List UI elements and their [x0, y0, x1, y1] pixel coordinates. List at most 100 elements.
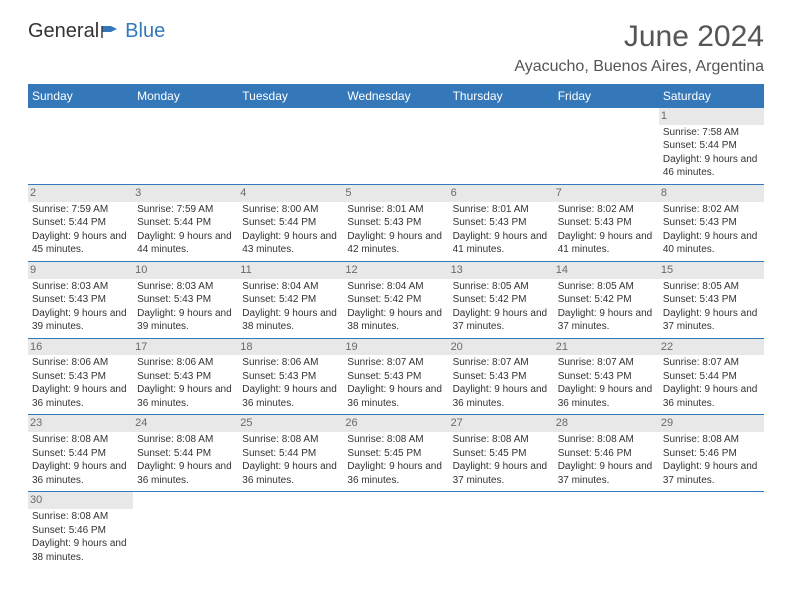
calendar-day-cell: 24Sunrise: 8:08 AMSunset: 5:44 PMDayligh… — [133, 415, 238, 492]
day-details: Sunrise: 8:03 AMSunset: 5:43 PMDaylight:… — [32, 280, 129, 334]
calendar-day-cell — [659, 492, 764, 568]
day-number: 23 — [28, 415, 133, 432]
daylight-text: Daylight: 9 hours and 36 minutes. — [663, 383, 760, 410]
day-number — [449, 492, 554, 494]
day-number — [343, 108, 448, 110]
sunset-text: Sunset: 5:43 PM — [453, 216, 550, 230]
weekday-header: Friday — [554, 84, 659, 108]
flag-icon — [101, 25, 123, 39]
weekday-header: Wednesday — [343, 84, 448, 108]
sunset-text: Sunset: 5:43 PM — [347, 216, 444, 230]
day-number — [28, 108, 133, 110]
day-number: 2 — [28, 185, 133, 202]
day-details: Sunrise: 8:08 AMSunset: 5:45 PMDaylight:… — [347, 433, 444, 487]
logo-text-2: Blue — [125, 20, 165, 43]
sunset-text: Sunset: 5:43 PM — [137, 370, 234, 384]
day-details: Sunrise: 8:05 AMSunset: 5:42 PMDaylight:… — [453, 280, 550, 334]
calendar-day-cell: 13Sunrise: 8:05 AMSunset: 5:42 PMDayligh… — [449, 261, 554, 338]
day-details: Sunrise: 7:58 AMSunset: 5:44 PMDaylight:… — [663, 126, 760, 180]
sunset-text: Sunset: 5:44 PM — [663, 370, 760, 384]
sunrise-text: Sunrise: 8:05 AM — [558, 280, 655, 294]
calendar-day-cell — [449, 492, 554, 568]
calendar-day-cell: 4Sunrise: 8:00 AMSunset: 5:44 PMDaylight… — [238, 184, 343, 261]
daylight-text: Daylight: 9 hours and 36 minutes. — [558, 383, 655, 410]
sunrise-text: Sunrise: 8:06 AM — [32, 356, 129, 370]
day-number: 29 — [659, 415, 764, 432]
day-details: Sunrise: 7:59 AMSunset: 5:44 PMDaylight:… — [137, 203, 234, 257]
day-number: 25 — [238, 415, 343, 432]
logo: General Blue — [28, 20, 165, 43]
day-number: 10 — [133, 262, 238, 279]
sunrise-text: Sunrise: 8:02 AM — [663, 203, 760, 217]
sunset-text: Sunset: 5:44 PM — [137, 447, 234, 461]
calendar-day-cell: 25Sunrise: 8:08 AMSunset: 5:44 PMDayligh… — [238, 415, 343, 492]
day-number: 12 — [343, 262, 448, 279]
sunset-text: Sunset: 5:43 PM — [558, 216, 655, 230]
calendar-day-cell — [238, 492, 343, 568]
sunset-text: Sunset: 5:43 PM — [347, 370, 444, 384]
calendar-day-cell: 22Sunrise: 8:07 AMSunset: 5:44 PMDayligh… — [659, 338, 764, 415]
daylight-text: Daylight: 9 hours and 38 minutes. — [347, 307, 444, 334]
day-details: Sunrise: 8:07 AMSunset: 5:43 PMDaylight:… — [347, 356, 444, 410]
calendar-table: Sunday Monday Tuesday Wednesday Thursday… — [28, 84, 764, 568]
sunset-text: Sunset: 5:43 PM — [663, 293, 760, 307]
header: General Blue June 2024 Ayacucho, Buenos … — [28, 20, 764, 78]
sunset-text: Sunset: 5:43 PM — [558, 370, 655, 384]
daylight-text: Daylight: 9 hours and 37 minutes. — [453, 307, 550, 334]
sunset-text: Sunset: 5:45 PM — [347, 447, 444, 461]
day-details: Sunrise: 8:08 AMSunset: 5:44 PMDaylight:… — [242, 433, 339, 487]
daylight-text: Daylight: 9 hours and 42 minutes. — [347, 230, 444, 257]
day-number: 16 — [28, 339, 133, 356]
daylight-text: Daylight: 9 hours and 36 minutes. — [242, 460, 339, 487]
calendar-day-cell: 9Sunrise: 8:03 AMSunset: 5:43 PMDaylight… — [28, 261, 133, 338]
day-number: 15 — [659, 262, 764, 279]
weekday-header: Sunday — [28, 84, 133, 108]
day-details: Sunrise: 8:06 AMSunset: 5:43 PMDaylight:… — [242, 356, 339, 410]
logo-text-1: General — [28, 20, 99, 43]
day-details: Sunrise: 8:07 AMSunset: 5:44 PMDaylight:… — [663, 356, 760, 410]
calendar-day-cell — [449, 108, 554, 184]
day-details: Sunrise: 8:01 AMSunset: 5:43 PMDaylight:… — [453, 203, 550, 257]
day-details: Sunrise: 8:01 AMSunset: 5:43 PMDaylight:… — [347, 203, 444, 257]
sunrise-text: Sunrise: 8:08 AM — [137, 433, 234, 447]
day-details: Sunrise: 8:00 AMSunset: 5:44 PMDaylight:… — [242, 203, 339, 257]
day-number: 9 — [28, 262, 133, 279]
daylight-text: Daylight: 9 hours and 36 minutes. — [347, 383, 444, 410]
daylight-text: Daylight: 9 hours and 36 minutes. — [137, 383, 234, 410]
day-number: 18 — [238, 339, 343, 356]
day-details: Sunrise: 8:08 AMSunset: 5:46 PMDaylight:… — [558, 433, 655, 487]
sunrise-text: Sunrise: 8:04 AM — [242, 280, 339, 294]
sunset-text: Sunset: 5:44 PM — [32, 216, 129, 230]
day-number: 21 — [554, 339, 659, 356]
sunrise-text: Sunrise: 8:06 AM — [242, 356, 339, 370]
day-number: 22 — [659, 339, 764, 356]
sunrise-text: Sunrise: 8:06 AM — [137, 356, 234, 370]
calendar-day-cell: 11Sunrise: 8:04 AMSunset: 5:42 PMDayligh… — [238, 261, 343, 338]
calendar-day-cell — [343, 492, 448, 568]
day-number: 4 — [238, 185, 343, 202]
sunrise-text: Sunrise: 8:04 AM — [347, 280, 444, 294]
daylight-text: Daylight: 9 hours and 43 minutes. — [242, 230, 339, 257]
calendar-week-row: 9Sunrise: 8:03 AMSunset: 5:43 PMDaylight… — [28, 261, 764, 338]
calendar-day-cell: 18Sunrise: 8:06 AMSunset: 5:43 PMDayligh… — [238, 338, 343, 415]
daylight-text: Daylight: 9 hours and 36 minutes. — [137, 460, 234, 487]
day-number: 24 — [133, 415, 238, 432]
day-details: Sunrise: 8:06 AMSunset: 5:43 PMDaylight:… — [137, 356, 234, 410]
sunset-text: Sunset: 5:42 PM — [242, 293, 339, 307]
day-number: 7 — [554, 185, 659, 202]
sunrise-text: Sunrise: 8:08 AM — [347, 433, 444, 447]
day-details: Sunrise: 8:08 AMSunset: 5:46 PMDaylight:… — [663, 433, 760, 487]
weekday-header: Monday — [133, 84, 238, 108]
day-details: Sunrise: 8:08 AMSunset: 5:44 PMDaylight:… — [32, 433, 129, 487]
calendar-day-cell — [238, 108, 343, 184]
day-details: Sunrise: 8:07 AMSunset: 5:43 PMDaylight:… — [453, 356, 550, 410]
day-number — [659, 492, 764, 494]
day-number: 8 — [659, 185, 764, 202]
day-number: 28 — [554, 415, 659, 432]
sunrise-text: Sunrise: 7:58 AM — [663, 126, 760, 140]
day-number: 11 — [238, 262, 343, 279]
sunset-text: Sunset: 5:42 PM — [558, 293, 655, 307]
daylight-text: Daylight: 9 hours and 37 minutes. — [453, 460, 550, 487]
daylight-text: Daylight: 9 hours and 36 minutes. — [347, 460, 444, 487]
calendar-week-row: 1Sunrise: 7:58 AMSunset: 5:44 PMDaylight… — [28, 108, 764, 184]
